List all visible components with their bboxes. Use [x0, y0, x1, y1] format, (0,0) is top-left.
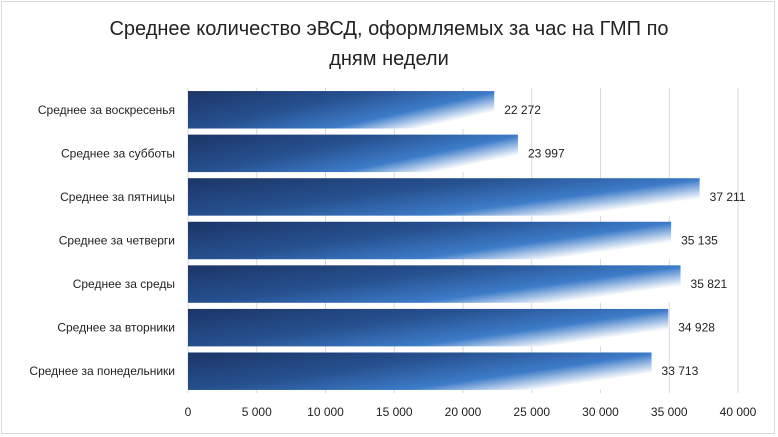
bars: [188, 91, 700, 390]
chart-title-line-2: дням недели: [329, 48, 449, 70]
x-tick-label: 15 000: [376, 405, 413, 419]
x-tick-label: 40 000: [720, 405, 757, 419]
bar: [188, 265, 681, 303]
category-label: Среднее за четверги: [59, 234, 175, 248]
value-label: 34 928: [678, 321, 715, 335]
x-tick-label: 5 000: [242, 405, 272, 419]
labels: 0 5 000 10 000 15 000 20 000 25 000 30 000 35 0…: [29, 103, 756, 419]
category-label: Среднее за понедельники: [29, 364, 175, 378]
value-label: 22 272: [504, 103, 541, 117]
value-label: 23 997: [528, 146, 565, 160]
x-tick-label: 0: [185, 405, 192, 419]
x-tick-label: 10 000: [307, 405, 344, 419]
x-tick-label: 25 000: [513, 405, 550, 419]
category-label: Среднее за среды: [73, 277, 175, 291]
category-label: Среднее за пятницы: [60, 190, 175, 204]
category-label: Среднее за субботы: [61, 146, 175, 160]
bar: [188, 221, 672, 260]
bar: [188, 134, 518, 173]
value-label: 37 211: [710, 190, 746, 204]
chart-title-line-1: Среднее количество эВСД, оформляемых за …: [109, 18, 669, 40]
category-label: Среднее за вторники: [57, 321, 175, 335]
bar: [188, 352, 652, 390]
value-label: 35 821: [691, 277, 728, 291]
category-label: Среднее за воскресенья: [38, 103, 175, 117]
value-label: 33 713: [662, 364, 699, 378]
x-tick-label: 35 000: [651, 405, 688, 419]
bar: [188, 178, 700, 216]
value-label: 35 135: [681, 234, 718, 248]
bar: [188, 308, 669, 347]
bar: [188, 91, 495, 129]
x-tick-label: 20 000: [445, 405, 482, 419]
x-tick-label: 30 000: [582, 405, 619, 419]
chart-title: Среднее количество эВСД, оформляемых за …: [0, 14, 778, 74]
